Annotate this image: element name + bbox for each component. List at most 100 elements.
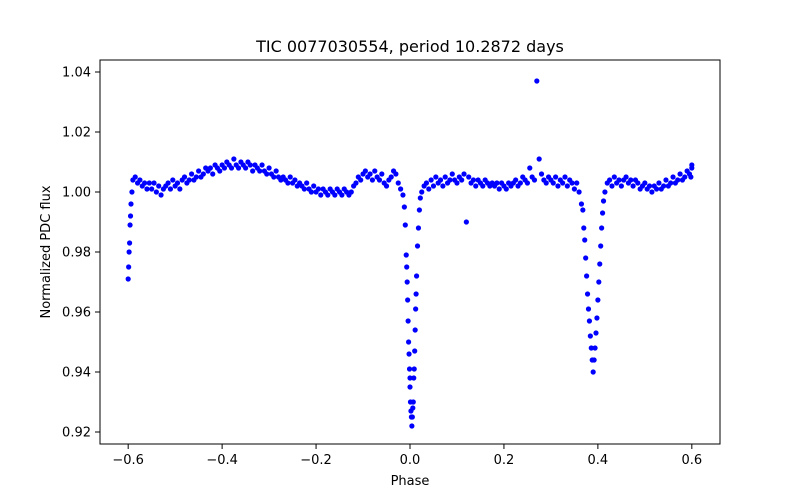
- x-tick-label: −0.2: [300, 453, 332, 468]
- data-point: [531, 177, 538, 183]
- data-point: [405, 339, 412, 345]
- y-axis-label: Normalized PDC flux: [39, 185, 54, 318]
- data-point: [156, 183, 162, 189]
- data-point: [480, 183, 486, 189]
- data-point: [594, 315, 600, 321]
- data-point: [167, 186, 174, 192]
- y-tick-label: 0.96: [62, 306, 91, 321]
- data-point: [406, 366, 413, 372]
- data-point: [417, 195, 423, 201]
- data-point: [125, 276, 131, 282]
- data-point: [379, 171, 385, 177]
- data-point: [562, 174, 568, 180]
- data-point: [416, 207, 422, 213]
- data-point: [128, 201, 134, 207]
- data-point: [376, 177, 383, 183]
- data-point: [596, 279, 602, 285]
- x-axis-label: Phase: [391, 474, 430, 489]
- data-point: [411, 366, 417, 372]
- data-point: [200, 171, 206, 177]
- data-point: [524, 180, 531, 186]
- data-point: [668, 180, 674, 186]
- data-point: [513, 177, 519, 183]
- data-point: [583, 255, 589, 261]
- data-point: [585, 306, 592, 312]
- data-point: [473, 183, 479, 189]
- y-tick-label: 1.04: [62, 66, 91, 81]
- data-point: [388, 174, 394, 180]
- data-point: [590, 369, 596, 375]
- data-point: [395, 180, 401, 186]
- data-point: [409, 423, 415, 429]
- data-point: [177, 186, 183, 192]
- data-point: [412, 348, 418, 354]
- data-point: [449, 171, 455, 177]
- data-point: [661, 183, 667, 189]
- data-point: [653, 186, 660, 192]
- data-point: [592, 345, 598, 351]
- data-point: [646, 183, 653, 189]
- data-point: [369, 177, 376, 183]
- data-point: [144, 186, 150, 192]
- data-point: [611, 174, 617, 180]
- data-point: [257, 168, 263, 174]
- data-point: [383, 183, 390, 189]
- y-tick-label: 0.98: [62, 246, 91, 261]
- data-point: [412, 327, 418, 333]
- data-point: [407, 384, 413, 390]
- data-point: [404, 279, 410, 285]
- data-point: [372, 168, 378, 174]
- data-point: [403, 252, 409, 258]
- data-point: [550, 180, 556, 186]
- x-tick-label: 0.6: [681, 453, 702, 468]
- data-point: [264, 171, 270, 177]
- data-point: [578, 201, 585, 207]
- data-point: [193, 174, 199, 180]
- data-point: [447, 177, 453, 183]
- data-point: [630, 183, 636, 189]
- data-point: [534, 78, 540, 84]
- data-point: [146, 180, 152, 186]
- data-point: [165, 180, 171, 186]
- data-point: [339, 192, 345, 198]
- data-point: [616, 177, 622, 183]
- data-point: [174, 180, 181, 186]
- data-point: [158, 192, 164, 198]
- data-point: [595, 297, 601, 303]
- data-point: [582, 237, 588, 243]
- data-point: [466, 174, 472, 180]
- data-point: [243, 165, 249, 171]
- data-point: [235, 165, 242, 171]
- data-point: [560, 180, 566, 186]
- x-tick-label: 0.4: [588, 453, 609, 468]
- data-point: [221, 165, 228, 171]
- data-point: [402, 222, 408, 228]
- data-point: [404, 264, 410, 270]
- data-point: [398, 186, 404, 192]
- data-point: [400, 192, 406, 198]
- data-point: [428, 177, 434, 183]
- data-point: [247, 162, 253, 168]
- data-point: [228, 165, 235, 171]
- data-point: [586, 318, 593, 324]
- data-point: [186, 177, 192, 183]
- data-point: [593, 330, 599, 336]
- data-point: [454, 180, 460, 186]
- data-point: [682, 174, 688, 180]
- data-point: [325, 192, 331, 198]
- data-point: [410, 405, 416, 411]
- data-point: [188, 171, 195, 177]
- data-point: [623, 174, 629, 180]
- data-point: [607, 177, 613, 183]
- data-point: [153, 189, 159, 195]
- data-point: [142, 180, 148, 186]
- data-point: [126, 249, 132, 255]
- data-point: [259, 162, 265, 168]
- data-point: [207, 165, 213, 171]
- data-point: [407, 375, 413, 381]
- data-point: [440, 183, 446, 189]
- data-point: [599, 225, 605, 231]
- data-point: [584, 273, 590, 279]
- data-point: [181, 174, 188, 180]
